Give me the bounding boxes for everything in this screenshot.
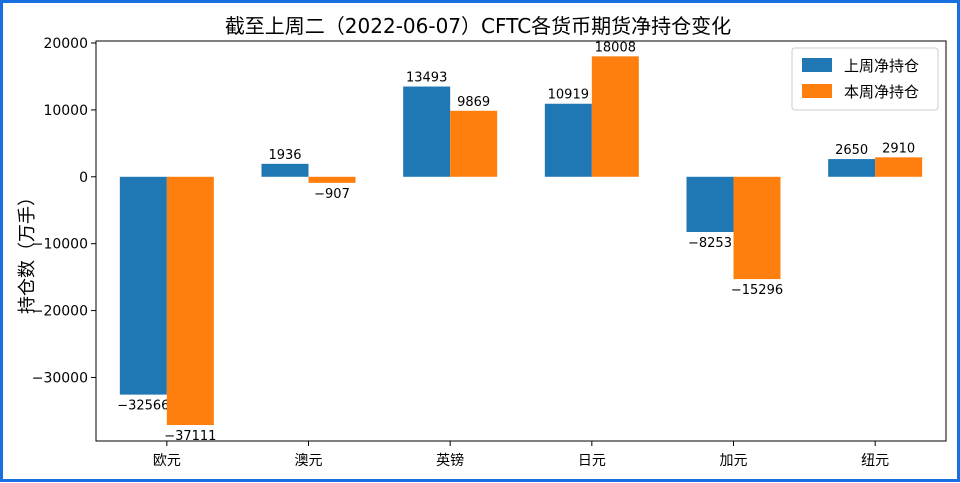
data-label: −32566 — [117, 399, 169, 414]
bar-last-week — [261, 163, 309, 177]
bar-this-week — [166, 176, 214, 426]
bar-this-week — [875, 157, 923, 177]
x-tick-label: 纽元 — [861, 453, 889, 469]
data-label: −907 — [314, 187, 350, 202]
data-label: 2910 — [882, 141, 915, 156]
data-label: 1936 — [268, 148, 301, 163]
bar-this-week — [308, 176, 356, 183]
bar-last-week — [544, 103, 592, 177]
legend-label: 本周净持仓 — [844, 83, 919, 101]
bar-chart: 截至上周二（2022-06-07）CFTC各货币期货净持仓变化 持仓数（万手） … — [17, 14, 947, 469]
data-label: 13493 — [406, 71, 447, 86]
bar-this-week — [591, 56, 639, 177]
data-label: 9869 — [457, 95, 490, 110]
y-axis-label: 持仓数（万手） — [17, 188, 38, 314]
x-tick-label: 澳元 — [295, 453, 323, 469]
plot-area: −32566 −37111 欧元 1936 −907 澳元 13493 9869 英镑 10919… — [32, 36, 947, 469]
y-tick-label: −10000 — [32, 237, 88, 253]
data-label: −15296 — [731, 283, 783, 298]
bar-last-week — [119, 176, 167, 395]
bar-this-week — [733, 176, 781, 280]
legend-label: 上周净持仓 — [844, 57, 919, 75]
data-label: −37111 — [164, 429, 216, 444]
y-tick-label: −20000 — [32, 304, 88, 320]
bar-last-week — [403, 86, 451, 177]
bar-this-week — [450, 110, 498, 177]
chart-title: 截至上周二（2022-06-07）CFTC各货币期货净持仓变化 — [225, 14, 731, 38]
data-label: 18008 — [595, 40, 636, 55]
x-tick-label: 加元 — [720, 453, 748, 469]
data-label: −8253 — [688, 236, 732, 251]
y-tick-label: 0 — [79, 170, 88, 186]
legend-swatch — [802, 58, 832, 72]
bar-last-week — [686, 176, 734, 232]
y-tick-label: 10000 — [43, 103, 88, 119]
x-tick-label: 英镑 — [436, 452, 464, 469]
x-tick-label: 日元 — [578, 453, 606, 469]
legend-swatch — [802, 84, 832, 98]
y-tick-label: −30000 — [32, 370, 88, 386]
x-tick-label: 欧元 — [153, 453, 181, 469]
data-label: 2650 — [835, 143, 868, 158]
y-tick-label: 20000 — [43, 36, 88, 52]
axes-frame — [95, 40, 947, 442]
bar-last-week — [828, 159, 876, 177]
data-label: 10919 — [548, 88, 589, 103]
